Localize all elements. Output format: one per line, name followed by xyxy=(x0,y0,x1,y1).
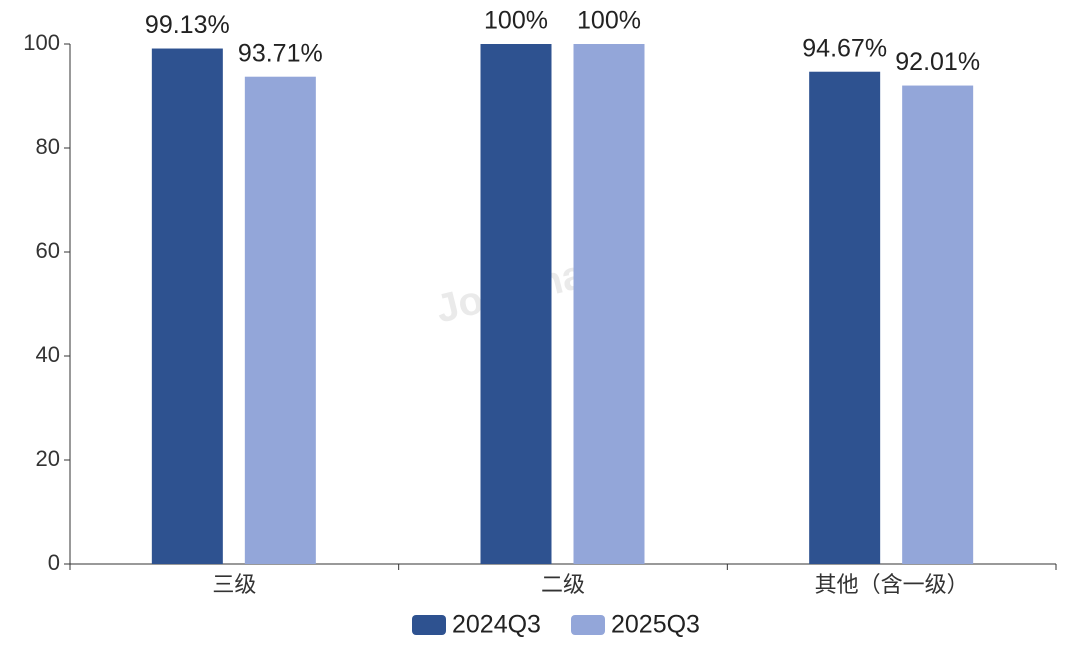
value-label: 100% xyxy=(484,7,548,35)
legend-swatch xyxy=(412,615,446,635)
bar xyxy=(480,44,552,564)
bar xyxy=(902,85,974,564)
bar xyxy=(151,48,223,565)
legend-label: 2024Q3 xyxy=(452,611,541,639)
value-label: 92.01% xyxy=(895,48,980,76)
bar xyxy=(244,76,316,564)
value-label: 93.71% xyxy=(238,39,323,67)
bar xyxy=(809,71,881,564)
x-tick-label: 其他（含一级） xyxy=(815,572,969,597)
y-tick-label: 100 xyxy=(23,30,60,55)
value-label: 100% xyxy=(577,7,641,35)
y-tick-label: 80 xyxy=(36,134,60,159)
legend-label: 2025Q3 xyxy=(611,611,700,639)
bar xyxy=(573,44,645,564)
y-tick-label: 20 xyxy=(36,446,60,471)
y-tick-label: 0 xyxy=(48,550,60,575)
value-label: 99.13% xyxy=(145,11,230,39)
x-tick-label: 三级 xyxy=(212,572,256,597)
legend-swatch xyxy=(571,615,605,635)
y-tick-label: 40 xyxy=(36,342,60,367)
x-tick-label: 二级 xyxy=(541,572,585,597)
value-label: 94.67% xyxy=(802,34,887,62)
y-tick-label: 60 xyxy=(36,238,60,263)
